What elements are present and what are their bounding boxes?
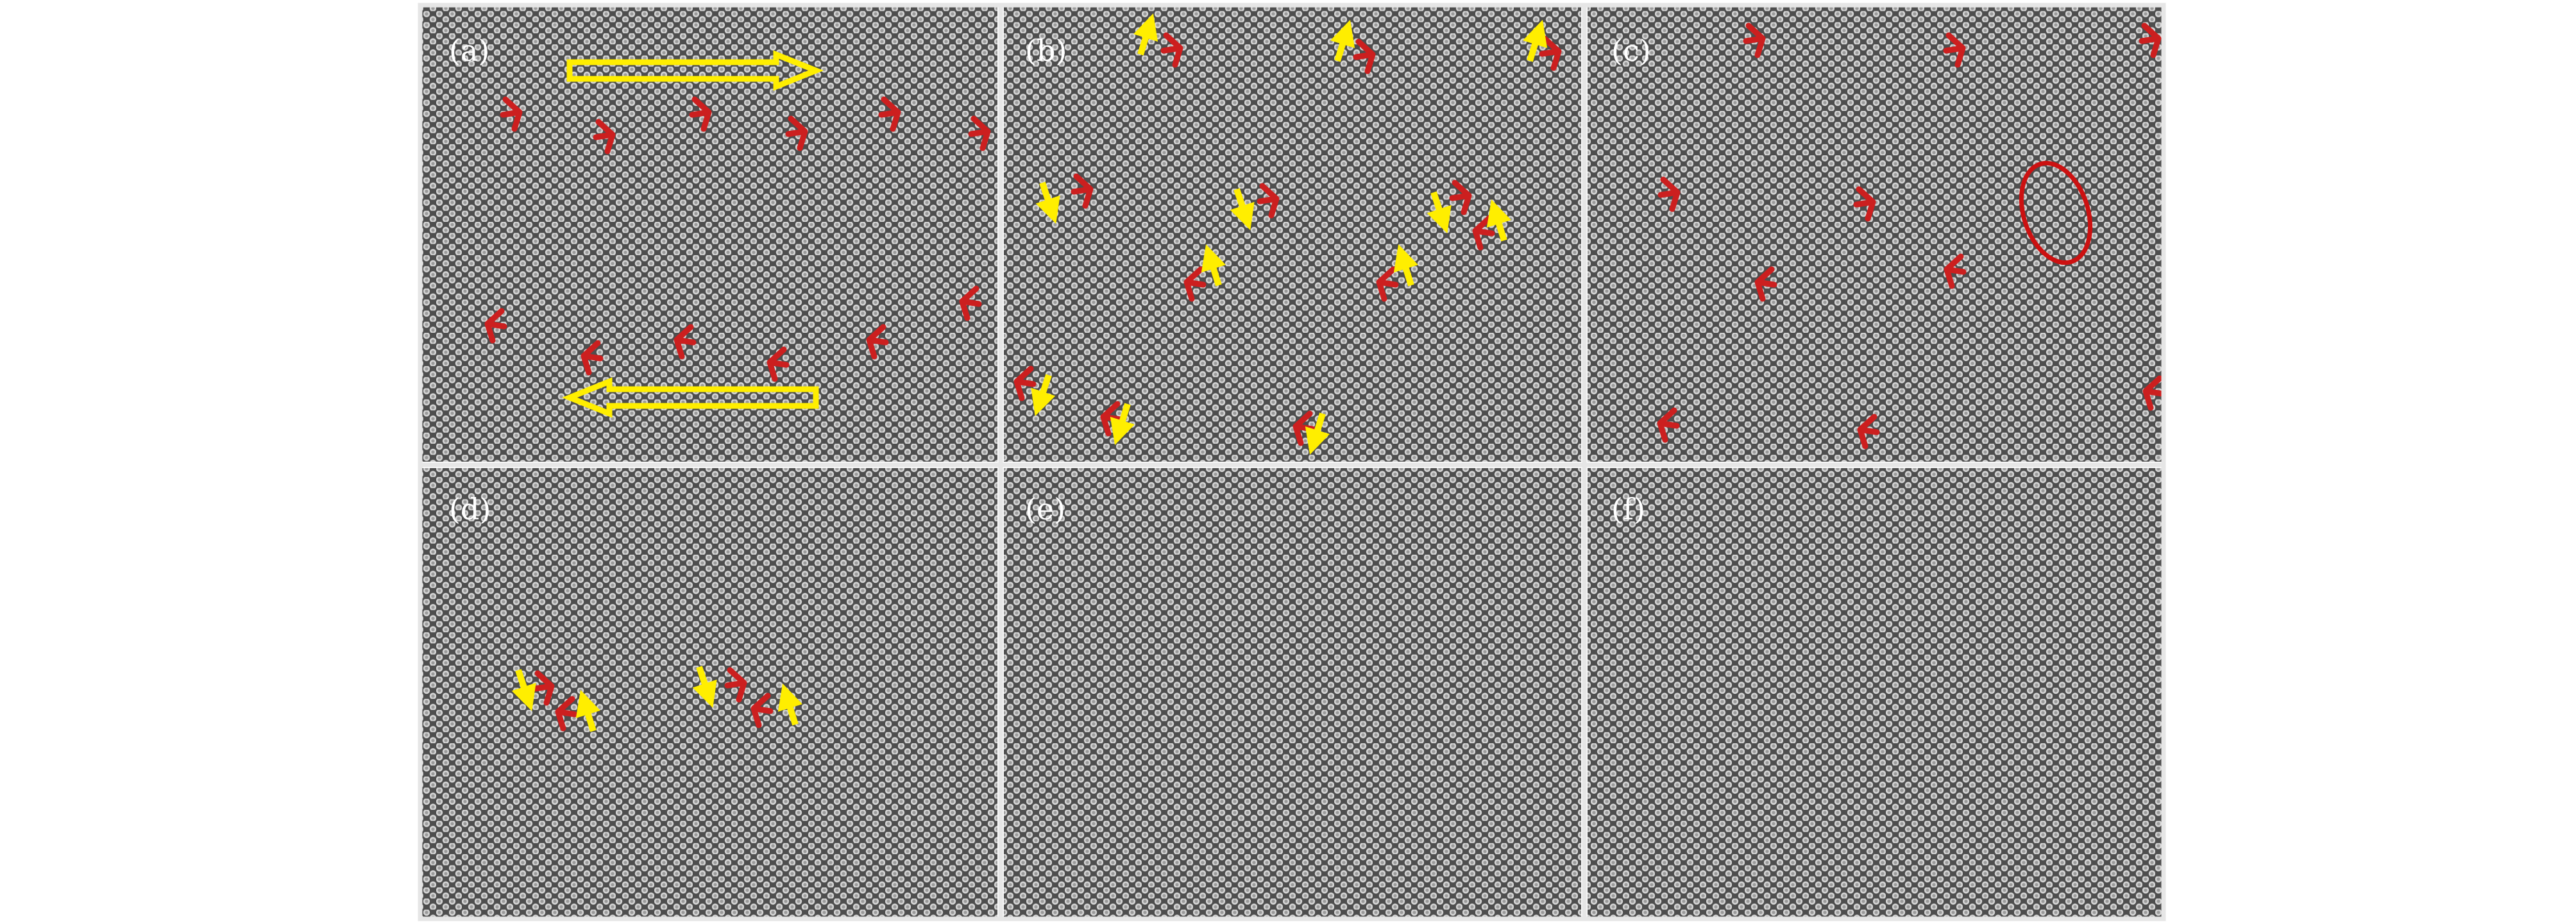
burgers-arrow-icon: [1522, 19, 1548, 62]
panel-f: (f): [1588, 468, 2164, 919]
burgers-arrow-icon: [1110, 403, 1135, 446]
highlight-ellipse-icon: [2019, 160, 2093, 265]
shear-arrow-right-icon: [566, 50, 824, 91]
panel-label: (b): [1025, 33, 1067, 68]
burgers-arrow-icon: [1393, 244, 1419, 287]
burgers-arrow-icon: [1305, 412, 1330, 455]
panel-c: (c): [1588, 5, 2164, 462]
panel-label: (a): [449, 33, 489, 68]
panel-e: (e): [1004, 468, 1581, 919]
burgers-arrow-icon: [1486, 199, 1512, 242]
burgers-arrow-icon: [511, 669, 536, 711]
burgers-arrow-icon: [1330, 19, 1355, 62]
panel-label: (f): [1611, 492, 1645, 526]
panel-b: (b): [1004, 5, 1581, 462]
burgers-arrow-icon: [1035, 181, 1060, 224]
panel-a: (a): [420, 5, 997, 462]
burgers-arrow-icon: [1230, 188, 1255, 230]
panel-label: (c): [1611, 33, 1651, 68]
burgers-arrow-icon: [692, 666, 717, 708]
panel-label: (d): [449, 492, 491, 526]
shear-arrow-left-icon: [561, 377, 819, 418]
panel-d: (d): [420, 468, 997, 919]
burgers-arrow-icon: [1427, 191, 1452, 233]
panel-label: (e): [1025, 492, 1065, 526]
panel-borders: [418, 3, 2166, 921]
burgers-arrow-icon: [1201, 244, 1226, 287]
burgers-arrow-icon: [1031, 374, 1056, 416]
burgers-arrow-icon: [1133, 13, 1158, 56]
burgers-arrow-icon: [777, 683, 803, 726]
burgers-arrow-icon: [575, 689, 601, 732]
